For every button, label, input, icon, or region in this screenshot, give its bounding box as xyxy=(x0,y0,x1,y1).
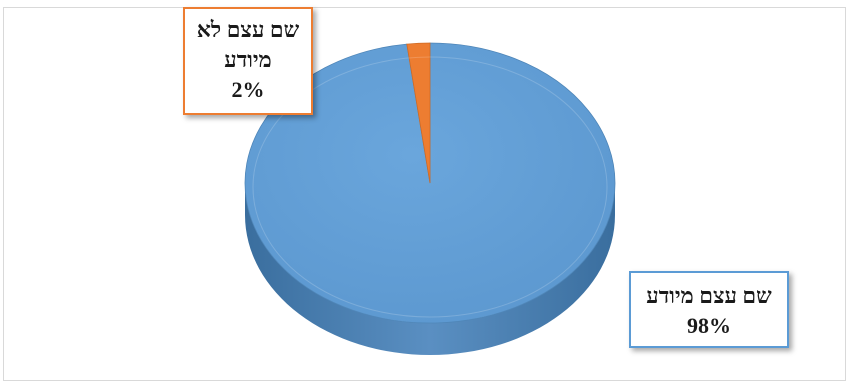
pie-highlight xyxy=(252,56,608,318)
data-label-indefinite: שם עצם לא מיודע 2% xyxy=(183,7,313,115)
data-label-definite-line1: שם עצם מיודע xyxy=(646,283,772,308)
data-label-definite: שם עצם מיודע 98% xyxy=(629,271,789,348)
pie-slice-indefinite xyxy=(406,42,431,184)
pie-side xyxy=(245,183,615,355)
data-label-indefinite-line1: שם עצם לא xyxy=(196,17,300,42)
data-label-indefinite-pct: 2% xyxy=(231,77,265,102)
data-label-definite-pct: 98% xyxy=(687,313,731,338)
data-label-indefinite-line2: מיודע xyxy=(224,47,272,72)
